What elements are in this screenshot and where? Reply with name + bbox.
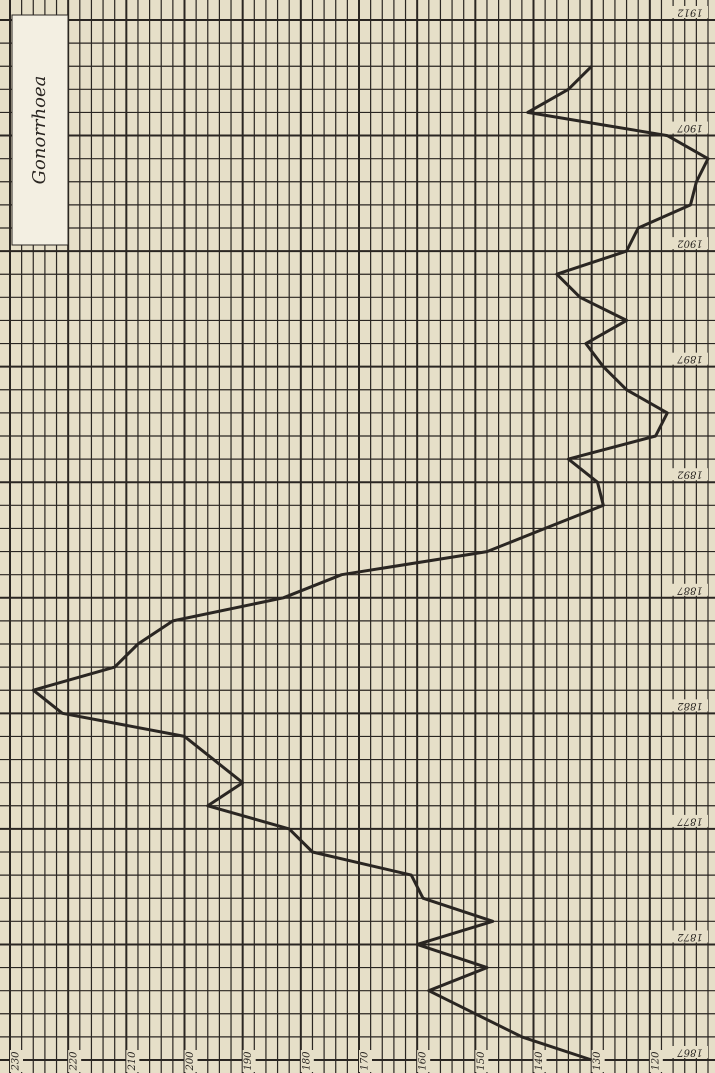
y-tick-label: 180 [301, 1051, 312, 1071]
tick-label-bg [672, 814, 708, 827]
x-tick-label: 1892 [677, 469, 702, 480]
tick-label-bg [672, 237, 708, 250]
tick-label-bg [672, 583, 708, 596]
tick-label-bg [533, 1050, 547, 1072]
tick-label-bg [300, 1050, 314, 1072]
tick-label-bg [672, 6, 708, 18]
tick-label-bg [672, 699, 708, 712]
y-tick-label: 220 [69, 1051, 80, 1072]
tick-label-bg [242, 1050, 256, 1072]
x-tick-label: 1907 [677, 122, 703, 133]
x-tick-label: 1882 [677, 700, 702, 711]
y-tick-label: 130 [592, 1051, 603, 1071]
tick-label-bg [672, 352, 708, 365]
tick-label-bg [126, 1050, 140, 1072]
tick-label-bg [672, 930, 708, 943]
x-tick-label: 1887 [677, 584, 703, 595]
y-tick-label: 210 [127, 1051, 138, 1072]
y-tick-label: 170 [360, 1051, 371, 1071]
tick-label-bg [417, 1050, 431, 1072]
x-tick-label: 1877 [677, 815, 703, 826]
tick-label-bg [649, 1050, 663, 1072]
x-tick-label: 1872 [677, 931, 702, 942]
chart-title: Gonorrhoea [29, 76, 50, 185]
tick-label-bg [672, 121, 708, 134]
x-tick-label: 1912 [677, 7, 702, 18]
tick-label-bg [475, 1050, 489, 1072]
y-tick-label: 200 [185, 1051, 196, 1072]
tick-label-bg [68, 1050, 82, 1072]
y-tick-label: 230 [11, 1051, 22, 1072]
y-tick-label: 140 [534, 1051, 545, 1071]
tick-label-bg [359, 1050, 372, 1072]
y-tick-label: 150 [476, 1051, 487, 1071]
y-tick-label: 190 [243, 1051, 254, 1071]
y-tick-label: 120 [650, 1051, 661, 1071]
x-tick-label: 1897 [677, 353, 703, 364]
y-tick-label: 160 [418, 1051, 429, 1071]
tick-label-bg [10, 1050, 23, 1072]
tick-label-bg [672, 1046, 708, 1058]
x-tick-label: 1867 [677, 1047, 703, 1058]
tick-label-bg [591, 1050, 605, 1072]
tick-label-bg [672, 468, 708, 481]
x-tick-label: 1902 [677, 238, 702, 249]
data-line [31, 65, 710, 1062]
title-box [11, 14, 69, 246]
tick-label-bg [184, 1050, 198, 1072]
